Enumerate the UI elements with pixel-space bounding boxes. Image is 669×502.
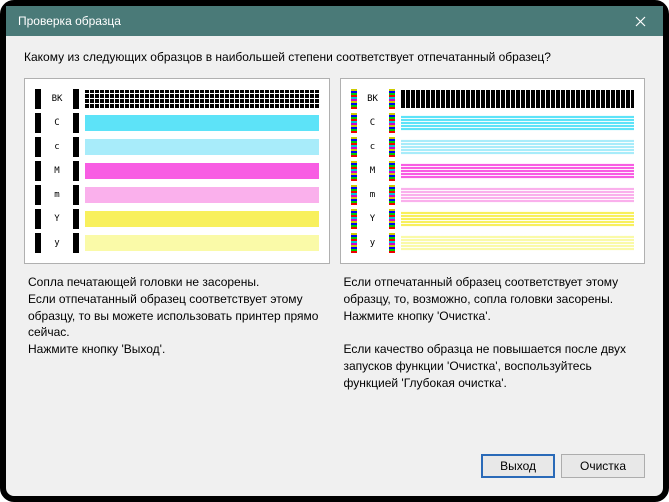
ink-mark <box>351 233 357 253</box>
ink-mark <box>73 185 79 205</box>
ink-mark <box>351 185 357 205</box>
ink-mark <box>73 89 79 109</box>
ink-mark <box>35 233 41 253</box>
ink-mark <box>351 89 357 109</box>
dialog-content: Какому из следующих образцов в наибольше… <box>6 36 663 406</box>
clean-button[interactable]: Очистка <box>561 454 645 478</box>
row-label: Y <box>363 214 383 224</box>
ink-mark <box>351 161 357 181</box>
sample-row: BK <box>35 87 319 111</box>
color-bar <box>401 115 635 131</box>
close-button[interactable] <box>618 6 663 36</box>
row-label: M <box>363 166 383 176</box>
explanation-bad: Если отпечатанный образец соответствует … <box>340 274 646 392</box>
color-bar <box>401 139 635 155</box>
ink-mark <box>351 209 357 229</box>
sample-row: C <box>35 111 319 135</box>
row-label: y <box>47 238 67 248</box>
ink-mark <box>389 89 395 109</box>
ink-mark <box>389 209 395 229</box>
sample-bad: BK Cc Mm Yy <box>340 78 646 264</box>
explanation-row: Сопла печатающей головки не засорены. Ес… <box>24 274 645 392</box>
ink-mark <box>73 137 79 157</box>
ink-mark <box>73 209 79 229</box>
row-label: c <box>47 142 67 152</box>
ink-mark <box>389 113 395 133</box>
sample-row: C <box>351 111 635 135</box>
row-label: m <box>363 190 383 200</box>
row-label: C <box>363 118 383 128</box>
color-bar <box>85 139 319 155</box>
sample-row: m <box>351 183 635 207</box>
row-label: C <box>47 118 67 128</box>
color-bar <box>85 235 319 251</box>
sample-row: BK <box>351 87 635 111</box>
ink-mark <box>35 113 41 133</box>
ink-mark <box>35 89 41 109</box>
dialog-window: Проверка образца Какому из следующих обр… <box>0 0 669 502</box>
sample-row: Y <box>35 207 319 231</box>
color-bar <box>85 163 319 179</box>
ink-mark <box>389 233 395 253</box>
row-label: M <box>47 166 67 176</box>
sample-row: M <box>35 159 319 183</box>
color-bar <box>401 235 635 251</box>
color-bar <box>85 211 319 227</box>
sample-good: BK Cc Mm Yy <box>24 78 330 264</box>
explanation-good: Сопла печатающей головки не засорены. Ес… <box>24 274 330 392</box>
ink-mark <box>35 137 41 157</box>
ink-mark <box>389 185 395 205</box>
row-label: BK <box>363 94 383 104</box>
color-bar <box>401 163 635 179</box>
ink-mark <box>73 161 79 181</box>
ink-mark <box>389 161 395 181</box>
row-label: Y <box>47 214 67 224</box>
ink-mark <box>389 137 395 157</box>
color-bar <box>85 115 319 131</box>
sample-row: y <box>351 231 635 255</box>
sample-row: c <box>35 135 319 159</box>
ink-mark <box>73 233 79 253</box>
title-bar: Проверка образца <box>6 6 663 36</box>
sample-row: Y <box>351 207 635 231</box>
color-bar <box>401 187 635 203</box>
row-label: BK <box>47 94 67 104</box>
sample-panels: BK Cc Mm Yy BK Cc Mm Yy <box>24 78 645 264</box>
ink-mark <box>35 185 41 205</box>
sample-row: c <box>351 135 635 159</box>
ink-mark <box>35 209 41 229</box>
sample-row: y <box>35 231 319 255</box>
window-title: Проверка образца <box>18 14 121 28</box>
ink-mark <box>35 161 41 181</box>
ink-mark <box>351 113 357 133</box>
ink-mark <box>73 113 79 133</box>
row-label: m <box>47 190 67 200</box>
row-label: c <box>363 142 383 152</box>
sample-row: M <box>351 159 635 183</box>
button-row: Выход Очистка <box>481 454 645 478</box>
row-label: y <box>363 238 383 248</box>
color-bar <box>85 187 319 203</box>
sample-row: m <box>35 183 319 207</box>
ink-mark <box>351 137 357 157</box>
nozzle-grid <box>401 90 635 108</box>
nozzle-grid <box>85 90 319 108</box>
close-icon <box>635 16 646 27</box>
exit-button[interactable]: Выход <box>481 454 555 478</box>
question-text: Какому из следующих образцов в наибольше… <box>24 50 645 64</box>
color-bar <box>401 211 635 227</box>
